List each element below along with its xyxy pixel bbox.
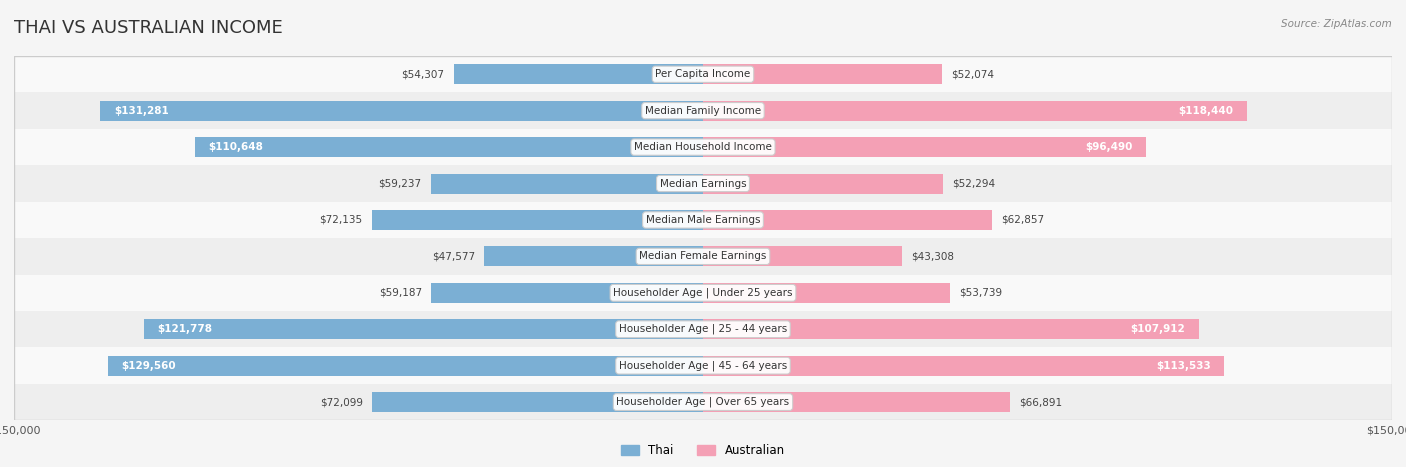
Bar <box>703 356 1225 375</box>
Text: Householder Age | 45 - 64 years: Householder Age | 45 - 64 years <box>619 361 787 371</box>
Bar <box>100 101 703 120</box>
Bar <box>703 101 1247 120</box>
Text: $131,281: $131,281 <box>114 106 169 116</box>
Text: Median Family Income: Median Family Income <box>645 106 761 116</box>
Bar <box>371 392 703 412</box>
Text: Per Capita Income: Per Capita Income <box>655 69 751 79</box>
Text: $72,099: $72,099 <box>319 397 363 407</box>
Text: Householder Age | 25 - 44 years: Householder Age | 25 - 44 years <box>619 324 787 334</box>
Text: $118,440: $118,440 <box>1178 106 1233 116</box>
Bar <box>14 92 1392 129</box>
Text: $59,237: $59,237 <box>378 178 422 189</box>
Text: $52,294: $52,294 <box>952 178 995 189</box>
Text: Median Earnings: Median Earnings <box>659 178 747 189</box>
Bar <box>14 165 1392 202</box>
Bar <box>14 129 1392 165</box>
Bar <box>14 56 1392 92</box>
Text: $107,912: $107,912 <box>1130 324 1185 334</box>
Bar <box>371 210 703 230</box>
Text: $53,739: $53,739 <box>959 288 1002 298</box>
Text: $72,135: $72,135 <box>319 215 363 225</box>
Bar <box>14 275 1392 311</box>
Bar <box>703 64 942 84</box>
Bar <box>14 311 1392 347</box>
Bar <box>703 137 1146 157</box>
Text: Median Male Earnings: Median Male Earnings <box>645 215 761 225</box>
Text: $129,560: $129,560 <box>122 361 176 371</box>
Bar <box>14 238 1392 275</box>
Bar <box>703 319 1199 339</box>
Bar <box>703 247 901 266</box>
Bar <box>703 210 991 230</box>
Text: THAI VS AUSTRALIAN INCOME: THAI VS AUSTRALIAN INCOME <box>14 19 283 37</box>
Bar <box>14 202 1392 238</box>
Text: $43,308: $43,308 <box>911 251 955 262</box>
Text: $59,187: $59,187 <box>378 288 422 298</box>
Text: $47,577: $47,577 <box>432 251 475 262</box>
Bar <box>703 392 1011 412</box>
Text: Householder Age | Under 25 years: Householder Age | Under 25 years <box>613 288 793 298</box>
Text: $121,778: $121,778 <box>157 324 212 334</box>
Legend: Thai, Australian: Thai, Australian <box>617 439 789 462</box>
Text: $62,857: $62,857 <box>1001 215 1045 225</box>
Text: Median Household Income: Median Household Income <box>634 142 772 152</box>
Text: $110,648: $110,648 <box>208 142 263 152</box>
Text: $113,533: $113,533 <box>1156 361 1211 371</box>
Bar <box>454 64 703 84</box>
Text: $52,074: $52,074 <box>952 69 994 79</box>
Bar <box>430 174 703 193</box>
Bar <box>485 247 703 266</box>
Text: $66,891: $66,891 <box>1019 397 1063 407</box>
Bar <box>143 319 703 339</box>
Bar <box>195 137 703 157</box>
Bar <box>703 174 943 193</box>
Text: $96,490: $96,490 <box>1085 142 1132 152</box>
Bar <box>14 347 1392 384</box>
Text: Source: ZipAtlas.com: Source: ZipAtlas.com <box>1281 19 1392 28</box>
Text: Median Female Earnings: Median Female Earnings <box>640 251 766 262</box>
Text: Householder Age | Over 65 years: Householder Age | Over 65 years <box>616 397 790 407</box>
Bar <box>703 283 950 303</box>
Text: $54,307: $54,307 <box>401 69 444 79</box>
Bar <box>108 356 703 375</box>
Bar <box>432 283 703 303</box>
Bar <box>14 384 1392 420</box>
